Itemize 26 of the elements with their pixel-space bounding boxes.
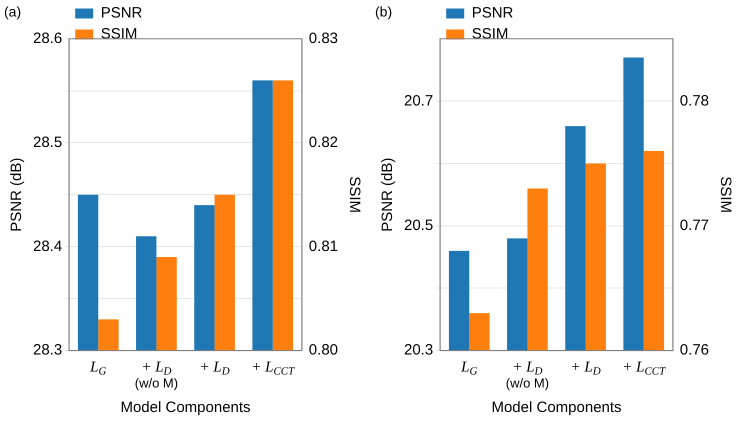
y2-tick-label: 0.77 (680, 217, 710, 234)
legend-label: SSIM (472, 26, 508, 43)
y-tick-label: 28.4 (32, 238, 62, 255)
chart-title: (b) (375, 3, 392, 20)
y2-tick-label: 0.83 (308, 30, 338, 47)
x-axis-title: Model Components (491, 399, 622, 416)
y2-tick-label: 0.80 (308, 342, 338, 359)
y-tick-label: 20.5 (404, 217, 434, 234)
y2-tick-label: 0.78 (680, 92, 710, 110)
y-axis-title: PSNR (dB) (8, 158, 26, 232)
y-tick-label: 20.7 (404, 92, 434, 110)
y-tick-label: 20.3 (404, 342, 434, 359)
y-tick-label: 28.5 (32, 134, 62, 151)
y2-axis-title: SSIM (346, 176, 363, 214)
legend-label: SSIM (100, 26, 138, 43)
y2-axis-title: SSIM (716, 176, 734, 214)
y2-tick-label: 0.81 (308, 238, 338, 255)
legend-label: PSNR (100, 4, 143, 22)
y-axis-title: PSNR (dB) (379, 158, 396, 232)
x-axis-title: Model Components (120, 399, 251, 416)
chart-title: (a) (4, 3, 22, 20)
y2-tick-label: 0.76 (680, 342, 710, 359)
legend-label: PSNR (472, 4, 514, 22)
y-tick-label: 28.6 (32, 30, 62, 47)
y-tick-label: 28.3 (32, 342, 62, 359)
y2-tick-label: 0.82 (308, 134, 338, 151)
